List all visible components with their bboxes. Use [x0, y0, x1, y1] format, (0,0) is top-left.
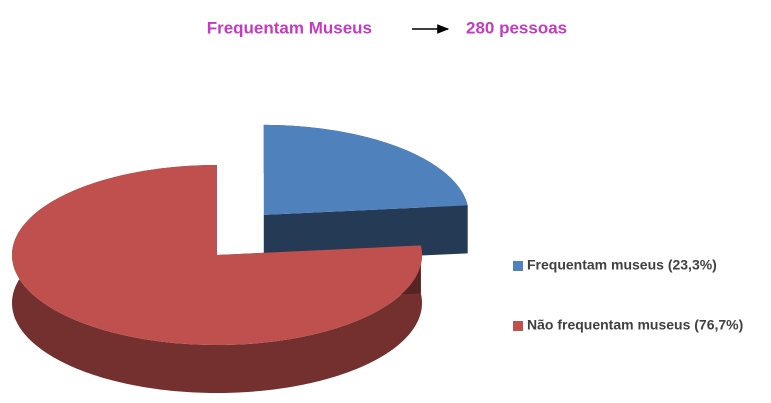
pie	[12, 124, 468, 393]
pie-slice	[12, 165, 422, 393]
legend-swatch	[513, 261, 523, 271]
legend-swatch	[513, 321, 523, 331]
annotation: 280 pessoas	[466, 18, 567, 37]
chart-title: Frequentam Museus	[207, 18, 372, 37]
slice-top	[12, 165, 422, 345]
legend-label: Frequentam museus (23,3%)	[527, 257, 717, 273]
legend: Frequentam museus (23,3%) Não frequentam …	[513, 257, 743, 333]
slice-top	[263, 124, 468, 215]
pie-slice	[263, 124, 468, 263]
legend-label: Não frequentam museus (76,7%)	[527, 317, 743, 333]
